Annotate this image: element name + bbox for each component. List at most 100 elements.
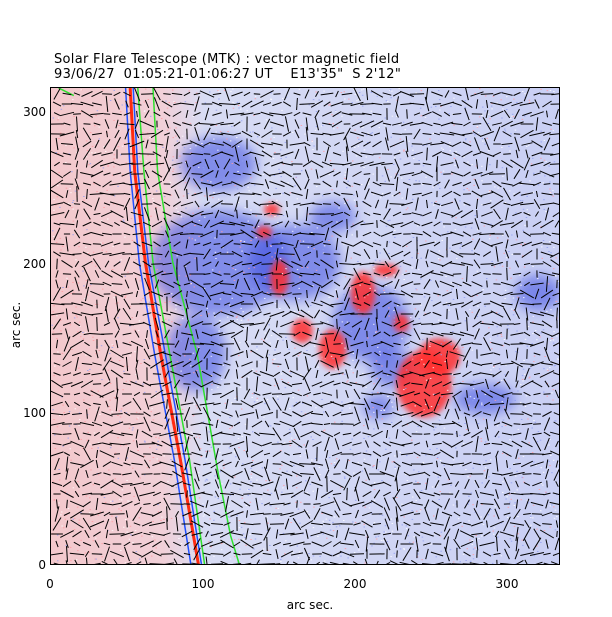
field-vector xyxy=(521,250,533,258)
field-vector xyxy=(323,423,331,425)
field-vector xyxy=(490,310,504,318)
field-vector xyxy=(109,182,125,186)
field-vector xyxy=(203,127,211,141)
field-vector xyxy=(539,202,555,206)
field-vector xyxy=(434,280,440,288)
field-vector xyxy=(450,302,464,306)
field-vector xyxy=(462,370,472,378)
field-vector xyxy=(212,251,222,257)
field-vector xyxy=(525,149,529,159)
field-vector xyxy=(92,383,102,385)
field-vector xyxy=(523,391,531,397)
field-vector xyxy=(53,227,61,241)
field-vector xyxy=(374,199,380,209)
field-vector xyxy=(80,380,94,388)
field-vector xyxy=(235,410,239,418)
field-vector xyxy=(441,201,453,207)
field-vector xyxy=(479,541,495,547)
field-vector xyxy=(341,381,353,387)
field-vector xyxy=(253,392,261,396)
field-vector xyxy=(401,442,413,446)
field-vector xyxy=(92,442,102,446)
field-vector xyxy=(449,331,465,337)
field-vector xyxy=(304,89,310,99)
field-vector xyxy=(100,210,114,218)
field-vector xyxy=(541,511,553,517)
field-vector xyxy=(543,393,551,395)
field-vector xyxy=(161,472,173,476)
field-vector xyxy=(400,90,414,98)
field-vector xyxy=(482,412,492,416)
field-vector xyxy=(432,442,442,446)
field-vector xyxy=(345,337,349,351)
field-vector xyxy=(440,101,454,107)
field-vector xyxy=(204,201,210,207)
field-vector xyxy=(320,310,334,318)
field-vector xyxy=(505,349,509,359)
field-vector xyxy=(210,532,224,536)
field-vector xyxy=(53,222,61,226)
field-vector xyxy=(180,201,194,207)
field-vector xyxy=(235,369,239,379)
field-vector xyxy=(101,152,113,156)
field-vector xyxy=(55,279,59,289)
field-vector xyxy=(529,131,545,137)
negative-polarity-region xyxy=(165,315,227,392)
field-vector xyxy=(93,212,101,216)
field-vector xyxy=(161,321,173,327)
field-vector xyxy=(543,132,551,136)
field-vector xyxy=(422,162,432,166)
field-vector xyxy=(360,161,374,167)
field-vector xyxy=(110,480,124,488)
field-vector xyxy=(173,129,181,139)
field-vector xyxy=(400,511,414,517)
field-vector xyxy=(556,307,558,321)
field-vector xyxy=(510,201,524,207)
field-vector xyxy=(462,346,472,362)
field-vector xyxy=(171,232,183,236)
x-tick-label: 300 xyxy=(495,577,519,591)
field-vector xyxy=(82,182,92,186)
field-vector xyxy=(309,341,325,347)
field-vector xyxy=(315,117,319,131)
field-vector xyxy=(260,111,274,117)
field-vector xyxy=(261,142,273,146)
field-vector xyxy=(452,281,462,287)
field-vector xyxy=(382,481,392,487)
field-vector xyxy=(125,510,129,518)
field-vector xyxy=(495,246,499,262)
limb-contour-blue xyxy=(132,88,203,564)
field-vector xyxy=(241,310,253,318)
field-vector xyxy=(542,523,552,525)
field-vector xyxy=(352,171,362,177)
field-vector xyxy=(360,103,374,105)
field-vector xyxy=(283,351,291,357)
field-vector xyxy=(366,340,368,348)
field-vector xyxy=(504,548,510,560)
field-vector xyxy=(452,113,462,115)
field-vector xyxy=(240,539,254,549)
field-vector xyxy=(51,333,63,335)
field-vector xyxy=(200,170,214,178)
field-vector xyxy=(144,169,150,179)
field-vector xyxy=(254,156,260,172)
field-vector xyxy=(212,382,222,386)
field-vector xyxy=(315,487,319,501)
field-vector xyxy=(452,92,462,96)
field-vector xyxy=(89,193,105,195)
field-vector xyxy=(229,112,245,116)
field-vector xyxy=(384,260,390,268)
field-vector xyxy=(125,356,129,372)
field-vector xyxy=(94,406,100,422)
field-vector xyxy=(191,451,203,457)
field-vector xyxy=(373,533,381,535)
field-vector xyxy=(70,102,84,106)
field-vector xyxy=(264,162,270,166)
field-vector xyxy=(483,293,491,295)
field-vector xyxy=(503,539,511,549)
field-vector xyxy=(550,153,559,156)
field-vector xyxy=(344,297,350,311)
field-vector xyxy=(72,351,82,357)
field-vector xyxy=(413,222,421,226)
field-vector xyxy=(285,478,289,490)
